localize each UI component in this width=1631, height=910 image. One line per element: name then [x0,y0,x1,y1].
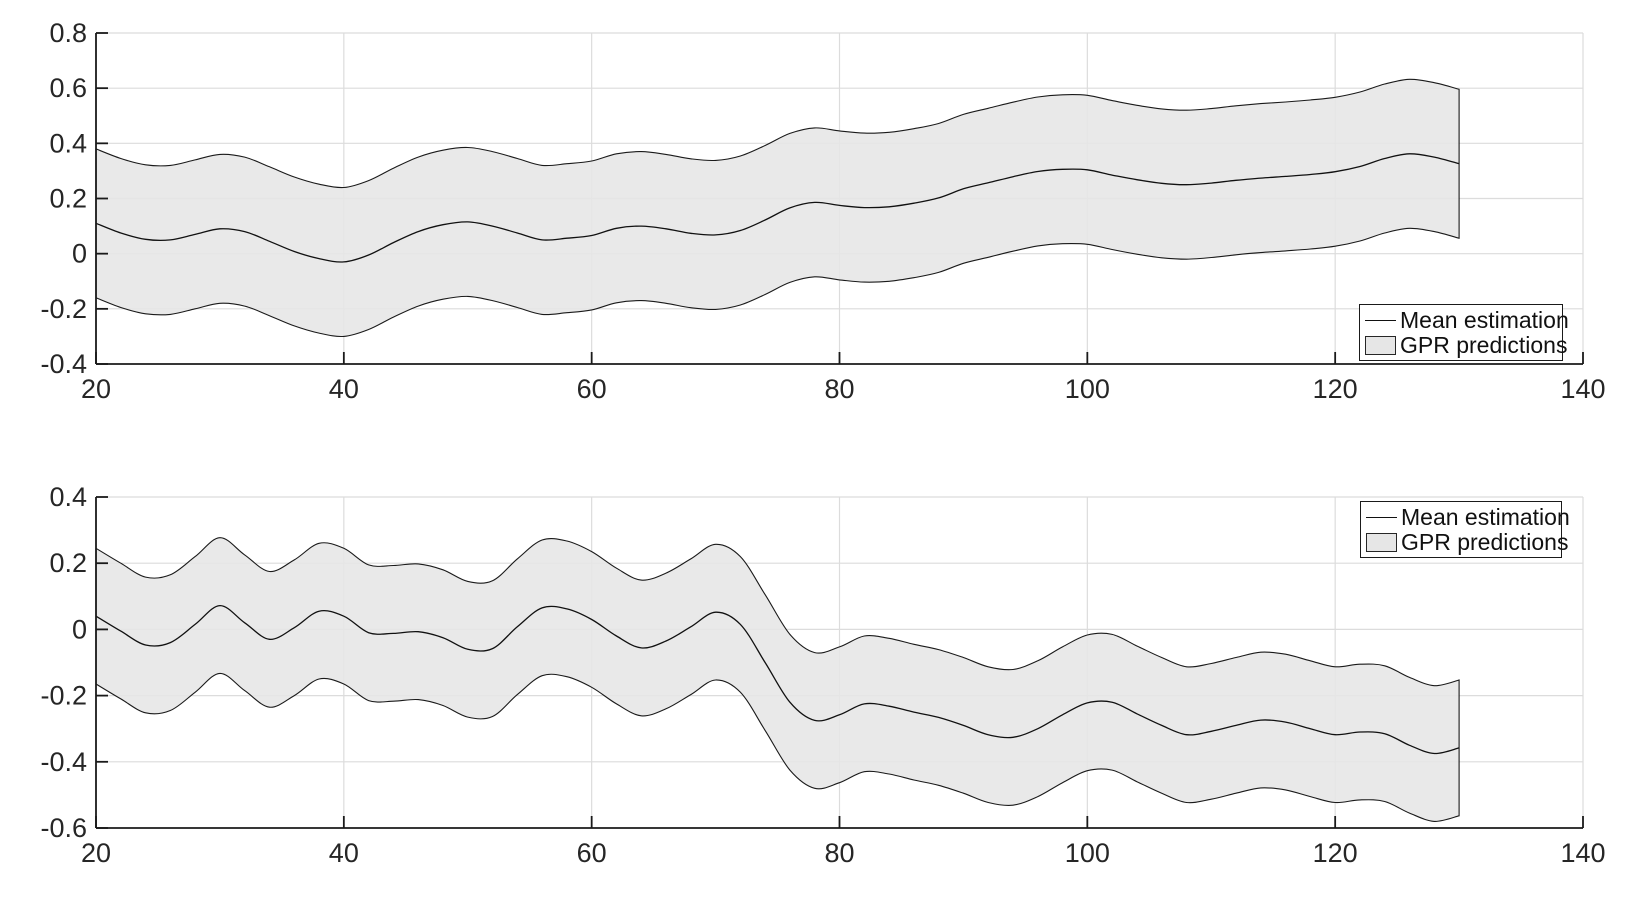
mean-estimation-line [95,153,1460,263]
y-tick-label: -0.2 [40,681,87,711]
y-tick-label: -0.4 [40,747,87,777]
gpr-prediction-band [95,78,1460,338]
legend-entry-gpr: GPR predictions [1365,333,1567,358]
x-tick-label: 20 [81,838,111,868]
legend-label-mean: Mean estimation [1400,306,1569,333]
y-tick-label: 0.8 [49,18,87,48]
x-tick-label: 60 [577,838,607,868]
x-tick-label: 140 [1560,838,1605,868]
y-tick-label: -0.6 [40,813,87,843]
y-tick-label: 0 [72,614,87,644]
y-tick-label: 0.4 [49,482,87,512]
mean-line-swatch-icon [1365,319,1396,321]
x-tick-label: 40 [329,374,359,404]
x-tick-label: 120 [1313,374,1358,404]
top-plot-axes [95,32,1584,365]
legend-entry-mean: Mean estimation [1365,308,1569,333]
legend-label-mean: Mean estimation [1401,503,1570,530]
mean-estimation-line [95,604,1460,755]
x-tick-label: 20 [81,374,111,404]
y-tick-label: 0.2 [49,184,87,214]
mean-line-swatch-icon [1366,516,1397,518]
legend-label-gpr: GPR predictions [1400,331,1568,358]
top-plot: 20 40 60 80 100 120 140 -0.4 -0.2 0 0.2 0.4 0.6 0.8 [40,18,1605,404]
top-plot-tick-labels: 20 40 60 80 100 120 140 -0.4 -0.2 0 0.2 0.4 0.6 0.8 [40,18,1605,404]
x-tick-label: 100 [1065,374,1110,404]
legend-label-gpr: GPR predictions [1401,528,1569,555]
legend-entry-gpr: GPR predictions [1366,530,1568,555]
legend-entry-mean: Mean estimation [1366,505,1570,530]
x-tick-label: 60 [577,374,607,404]
legend-bottom-plot: Mean estimation GPR predictions [1360,501,1570,558]
y-tick-label: 0.2 [49,548,87,578]
x-tick-label: 140 [1560,374,1605,404]
x-tick-label: 40 [329,838,359,868]
gpr-prediction-band [95,537,1460,822]
y-tick-label: 0.4 [49,128,87,158]
x-tick-label: 100 [1065,838,1110,868]
legend-top-plot: Mean estimation GPR predictions [1359,304,1569,361]
gpr-band-swatch-icon [1366,532,1397,552]
bottom-plot-tick-labels: 20 40 60 80 100 120 140 -0.6 -0.4 -0.2 0 0.2 0.4 [40,482,1605,868]
y-tick-label: 0 [72,239,87,269]
x-tick-label: 80 [824,374,854,404]
gpr-band-swatch-icon [1365,335,1396,355]
x-tick-label: 120 [1313,838,1358,868]
y-tick-label: -0.4 [40,349,87,379]
x-tick-label: 80 [824,838,854,868]
bottom-plot-axes [95,496,1584,829]
y-tick-label: 0.6 [49,73,87,103]
y-tick-label: -0.2 [40,294,87,324]
bottom-plot: 20 40 60 80 100 120 140 -0.6 -0.4 -0.2 0 0.2 0.4 [40,482,1605,868]
